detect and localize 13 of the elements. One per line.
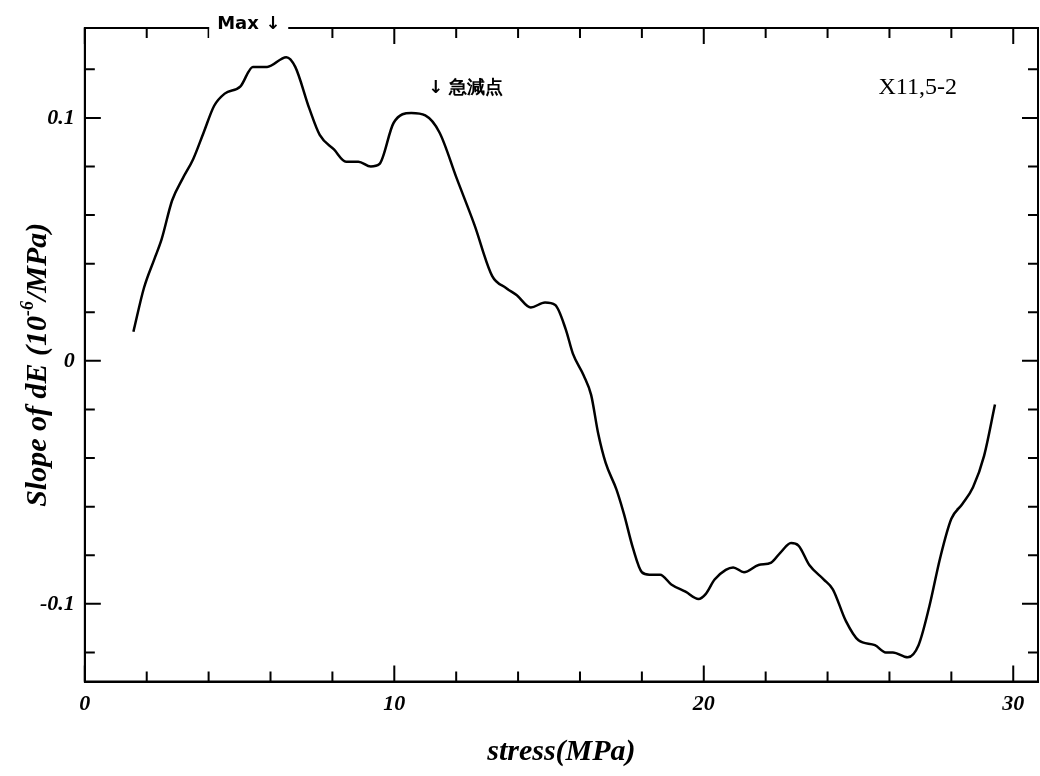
line-series [132,55,997,659]
x-tick-label: 0 [79,690,91,716]
annotation: X11,5-2 [878,73,957,100]
y-tick-label: 0 [63,346,75,372]
x-tick-label: 30 [1001,690,1025,716]
y-tick-label: 0.1 [47,103,75,129]
x-tick-label: 10 [383,690,406,716]
annotation: ↓ 急減点 [427,75,504,97]
x-tick-label: 20 [691,690,715,716]
y-axis-title: Slope of dE (10-6/MPa) [16,222,53,507]
annotation: Max ↓ [217,11,281,33]
x-axis-title: stress(MPa) [486,732,636,767]
y-tick-label: -0.1 [40,589,75,615]
